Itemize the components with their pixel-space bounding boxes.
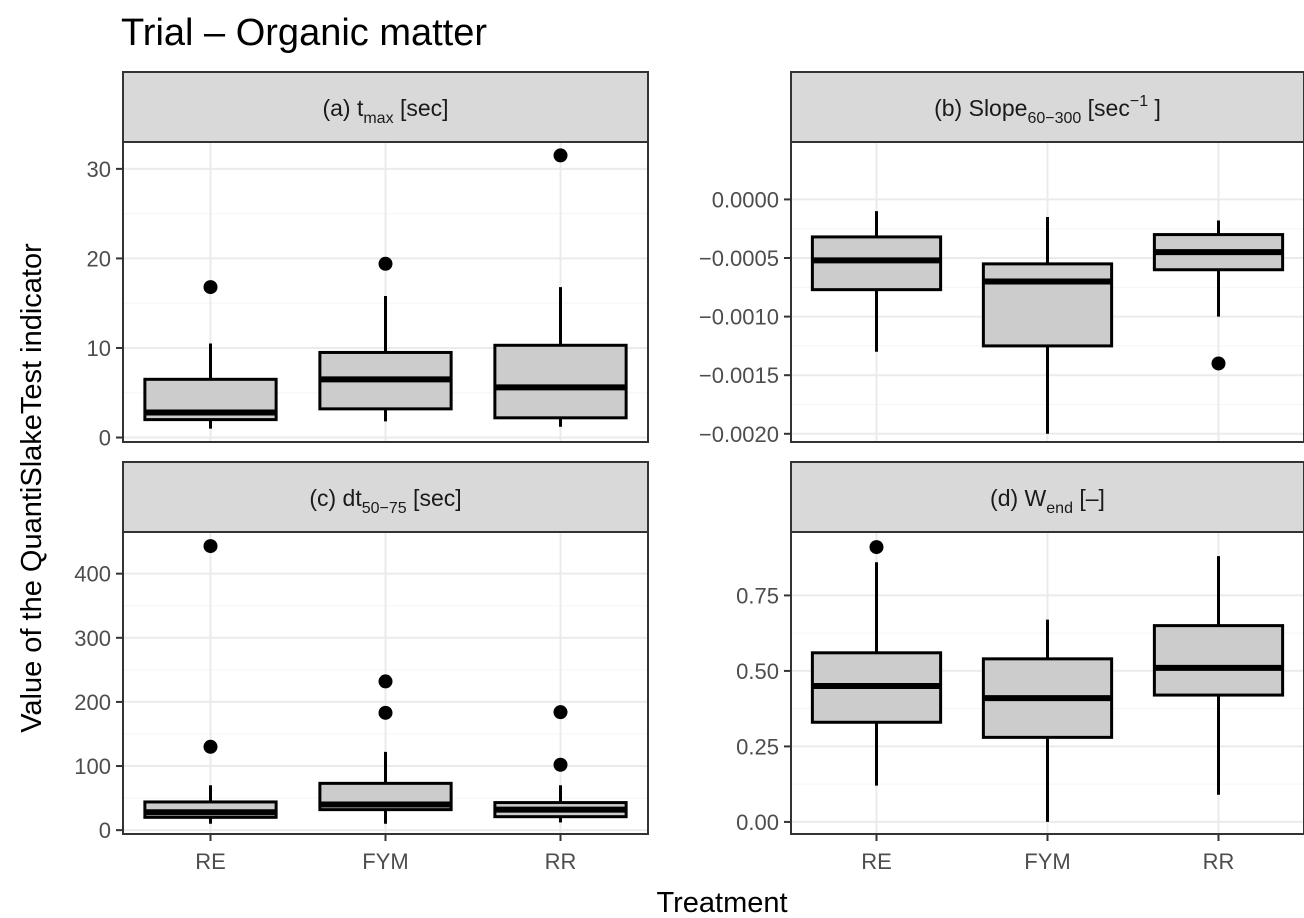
outlier-point — [869, 540, 884, 555]
panel-b-y-tick-label: −0.0005 — [699, 246, 779, 271]
y-axis-title: Value of the QuantiSlakeTest indicator — [16, 243, 48, 733]
panel-b-y-tick-label: −0.0015 — [699, 363, 779, 388]
panel-a-y-tick-label: 10 — [87, 336, 111, 361]
outlier-point — [203, 739, 218, 754]
panel-d-box-FYM — [981, 619, 1114, 822]
panel-b-box-RR — [1152, 220, 1285, 371]
panel-d-strip-label: (d) Wend [–] — [990, 485, 1105, 517]
panel-b-y-tick-label: −0.0010 — [699, 305, 779, 330]
panel-b-y-tick-label: 0.0000 — [712, 187, 779, 212]
panel-d-x-tick-label: RE — [861, 849, 892, 874]
panel-c-box-RR — [493, 705, 628, 823]
outlier-point — [553, 757, 568, 772]
iqr-box — [493, 343, 628, 420]
iqr-box — [981, 262, 1114, 348]
panel-d-y-tick-label: 0.50 — [736, 659, 779, 684]
panel-a-strip — [122, 71, 649, 143]
panel-a-box-RE — [143, 280, 278, 429]
panel-c: 0 100 200 300 400 RE FYM RR (c) dt50−75 [sec] — [74, 461, 649, 874]
panel-c-x-tick-label: FYM — [362, 849, 408, 874]
outlier-point — [203, 280, 218, 295]
panel-b-strip-label: (b) Slope60−300 [sec−1 ] — [934, 93, 1161, 127]
panel-a-box-RR — [493, 148, 628, 427]
panel-a-box-FYM — [318, 256, 453, 422]
panel-a-strip-label: (a) tmax [sec] — [322, 95, 448, 127]
panel-c-strip — [122, 461, 649, 533]
outlier-point — [553, 705, 568, 720]
panel-c-box-RE — [143, 539, 278, 824]
panel-a-y-tick-label: 0 — [99, 426, 111, 451]
panel-b-y-tick-label: −0.0020 — [699, 422, 779, 447]
panel-d-x-tick-label: FYM — [1024, 849, 1070, 874]
panel-b-box-FYM — [981, 217, 1114, 434]
panel-d-x-tick-label: RR — [1203, 849, 1235, 874]
panel-a: 0 10 20 30 (a) tmax [sec] — [87, 71, 649, 451]
panel-c-strip-label: (c) dt50−75 [sec] — [309, 485, 461, 517]
panel-d-strip — [790, 461, 1304, 533]
panel-d-box-RR — [1152, 556, 1285, 795]
panel-d-y-tick-label: 0.75 — [736, 583, 779, 608]
outlier-point — [378, 705, 393, 720]
panel-a-y-tick-label: 20 — [87, 246, 111, 271]
outlier-point — [378, 256, 393, 271]
panel-c-y-tick-label: 0 — [99, 818, 111, 843]
iqr-box — [1152, 624, 1285, 697]
panel-c-y-tick-label: 300 — [74, 626, 111, 651]
panel-c-box-FYM — [318, 674, 453, 824]
panel-b-strip — [790, 71, 1304, 143]
panel-c-y-tick-label: 400 — [74, 562, 111, 587]
panel-c-y-tick-label: 200 — [74, 690, 111, 715]
panel-d-y-tick-label: 0.00 — [736, 810, 779, 835]
outlier-point — [1211, 356, 1226, 371]
panel-b: 0.0000 −0.0005 −0.0010 −0.0015 −0.0020 (b) Sl… — [699, 71, 1304, 447]
panel-d-y-tick-label: 0.25 — [736, 734, 779, 759]
panel-d: 0.00 0.25 0.50 0.75 RE FYM RR (d) Wend [–] — [736, 461, 1304, 874]
outlier-point — [378, 674, 393, 689]
x-axis-title: Treatment — [656, 887, 787, 918]
panel-c-x-tick-label: RE — [195, 849, 226, 874]
outlier-point — [203, 539, 218, 554]
panel-c-x-tick-label: RR — [545, 849, 577, 874]
panel-d-box-RE — [810, 540, 943, 786]
panel-c-y-tick-label: 100 — [74, 754, 111, 779]
facet-panels: 0 10 20 30 (a) tmax [sec] 0.0000 −0.0005 −0.001… — [74, 71, 1304, 874]
outlier-point — [553, 148, 568, 163]
panel-a-y-tick-label: 30 — [87, 157, 111, 182]
figure-title: Trial – Organic matter — [121, 12, 487, 54]
panel-b-box-RE — [810, 211, 943, 352]
